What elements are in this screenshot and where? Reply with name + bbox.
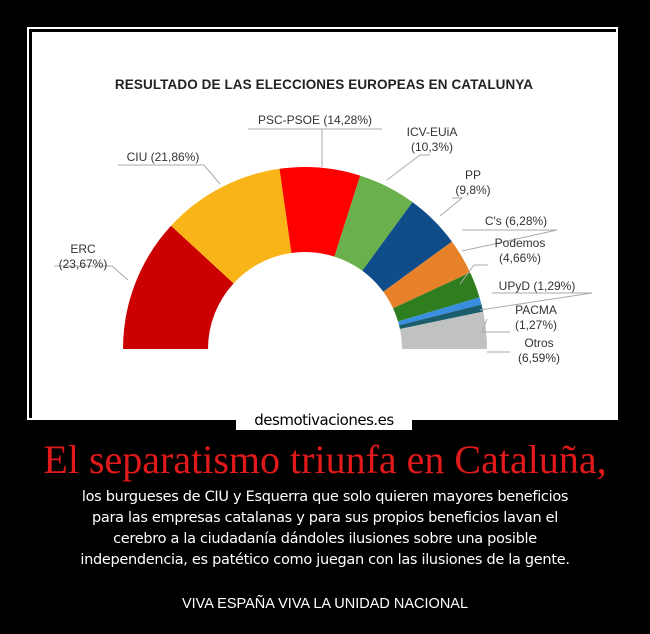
label-pp-value: (9,8%) xyxy=(455,183,490,197)
label-icv-value: (10,3%) xyxy=(411,140,453,154)
label-pacma-name: PACMA xyxy=(515,303,557,317)
label-erc-name: ERC xyxy=(70,242,96,256)
label-podemos-name: Podemos xyxy=(495,236,546,250)
slice-ciu xyxy=(171,168,292,284)
slice-pp xyxy=(362,202,452,292)
poster-headline: El separatismo triunfa en Cataluña, xyxy=(43,437,607,482)
slice-podemos xyxy=(393,272,480,322)
chart-labels: ERC (23,67%) CIU (21,86%) PSC-PSOE (14,2… xyxy=(59,113,576,365)
slice-erc xyxy=(123,225,234,349)
chart-slices xyxy=(123,167,487,349)
label-psc-psoe: PSC-PSOE (14,28%) xyxy=(258,113,372,127)
label-pp-name: PP xyxy=(465,168,481,182)
label-otros-value: (6,59%) xyxy=(518,351,560,365)
label-erc-value: (23,67%) xyxy=(59,257,108,271)
leader-lines xyxy=(54,128,593,353)
label-otros-name: Otros xyxy=(524,336,553,350)
label-pacma-value: (1,27%) xyxy=(515,318,557,332)
label-icv-name: ICV-EUiA xyxy=(407,125,458,139)
slice-pacma xyxy=(399,304,484,330)
brand-link[interactable]: desmotivaciones.es xyxy=(254,411,394,429)
label-podemos-value: (4,66%) xyxy=(499,251,541,265)
half-donut-chart: ERC (23,67%) CIU (21,86%) PSC-PSOE (14,2… xyxy=(54,113,593,365)
chart-image: RESULTADO DE LAS ELECCIONES EUROPEAS EN … xyxy=(32,32,616,418)
body-line: independencia, es patético como juegan c… xyxy=(80,552,570,568)
slice-psc-psoe xyxy=(279,167,361,257)
label-ciu: CIU (21,86%) xyxy=(127,150,200,164)
slice-otros xyxy=(399,311,487,349)
poster-body: los burgueses de CIU y Esquerra que solo… xyxy=(30,487,620,571)
chart-title: RESULTADO DE LAS ELECCIONES EUROPEAS EN … xyxy=(114,77,534,92)
body-line: los burgueses de CIU y Esquerra que solo… xyxy=(81,489,569,505)
label-upyd: UPyD (1,29%) xyxy=(499,279,576,293)
body-line: cerebro a la ciudadanía dándoles ilusion… xyxy=(113,531,537,547)
label-cs: C's (6,28%) xyxy=(485,214,547,228)
slice-icv-euia xyxy=(334,175,413,271)
slice-c-s xyxy=(383,241,471,309)
slice-upyd xyxy=(398,297,482,326)
body-line: para las empresas catalanas y para sus p… xyxy=(92,510,558,526)
brand-badge[interactable]: desmotivaciones.es xyxy=(236,410,412,430)
poster-footer: VIVA ESPAÑA VIVA LA UNIDAD NACIONAL xyxy=(181,596,469,612)
brand-badge-shape xyxy=(236,410,412,430)
